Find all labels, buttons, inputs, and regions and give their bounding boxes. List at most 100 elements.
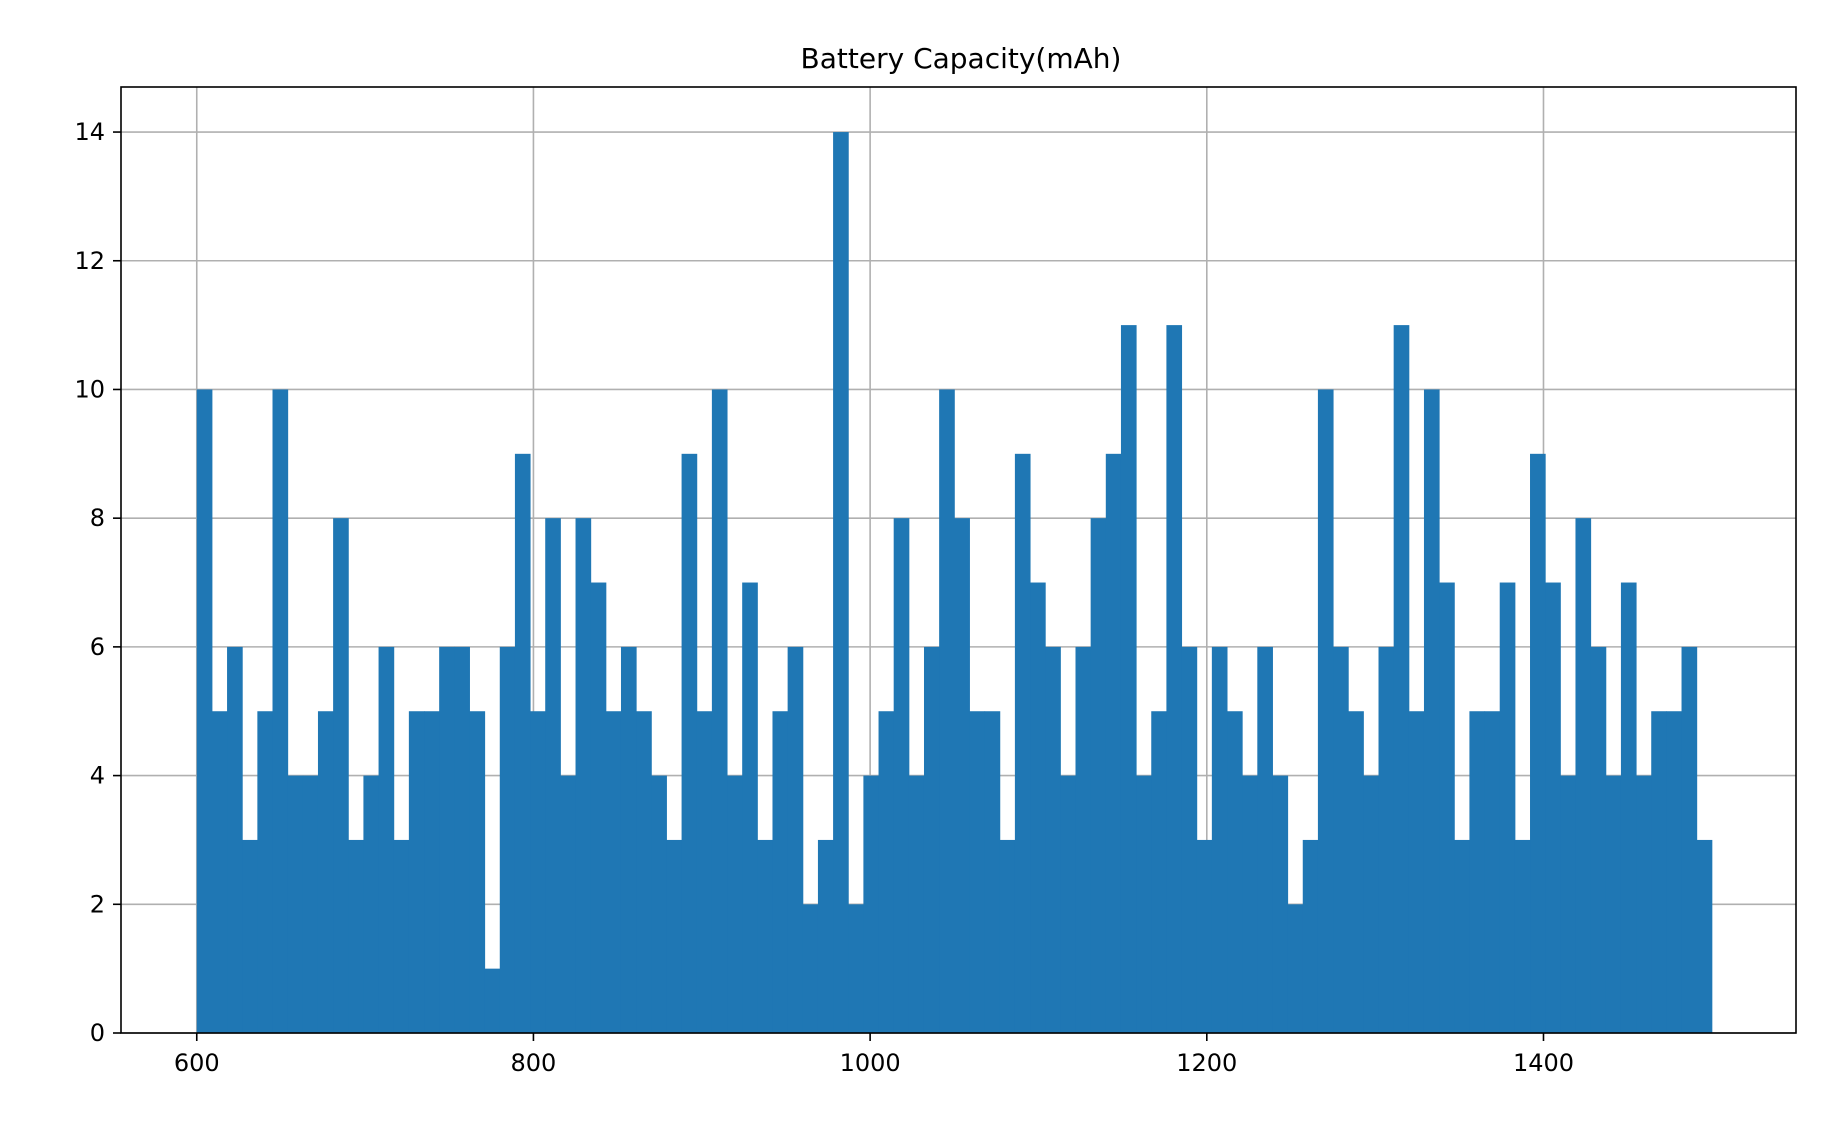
histogram-bar-65 — [1181, 646, 1198, 1033]
histogram-bar-57 — [1060, 775, 1076, 1033]
x-tick-label-4: 1400 — [1513, 1049, 1574, 1077]
histogram-bar-35 — [727, 775, 743, 1033]
histogram-bar-41 — [817, 839, 834, 1033]
histogram-bar-16 — [439, 646, 455, 1033]
histogram-bar-44 — [863, 775, 880, 1033]
y-tick-label-5: 10 — [74, 375, 105, 403]
histogram-bar-4 — [257, 711, 274, 1033]
histogram-bar-68 — [1227, 711, 1243, 1033]
histogram-bar-10 — [348, 839, 364, 1033]
histogram-bar-72 — [1287, 904, 1304, 1033]
histogram-bar-88 — [1530, 453, 1546, 1034]
x-tick-label-1: 800 — [511, 1049, 557, 1077]
histogram-bar-14 — [408, 711, 425, 1033]
histogram-bar-22 — [530, 711, 546, 1033]
histogram-bar-59 — [1090, 518, 1107, 1033]
histogram-bar-91 — [1575, 518, 1592, 1033]
histogram-bar-11 — [363, 775, 380, 1033]
histogram-bar-15 — [424, 711, 440, 1033]
histogram-bar-39 — [787, 646, 804, 1033]
histogram-bar-42 — [833, 132, 849, 1034]
x-tick-label-0: 600 — [174, 1049, 220, 1077]
histogram-bar-52 — [984, 711, 1001, 1033]
histogram-bar-60 — [1105, 453, 1122, 1034]
y-tick-label-0: 0 — [90, 1019, 105, 1047]
histogram-bar-67 — [1211, 646, 1228, 1033]
histogram-bar-73 — [1302, 839, 1319, 1033]
histogram-bar-89 — [1545, 582, 1561, 1033]
histogram-bar-51 — [969, 711, 986, 1033]
histogram-bar-25 — [575, 518, 592, 1033]
histogram-bar-26 — [590, 582, 607, 1033]
histogram-bar-18 — [469, 711, 486, 1033]
histogram-bar-70 — [1257, 646, 1273, 1033]
histogram-bar-87 — [1514, 839, 1531, 1033]
x-tick-label-2: 1000 — [840, 1049, 901, 1077]
x-axis-ticks: 600 800 1000 1200 1400 — [174, 1033, 1574, 1077]
histogram-bar-48 — [923, 646, 940, 1033]
histogram-bar-98 — [1681, 646, 1698, 1033]
histogram-bar-34 — [711, 389, 728, 1033]
y-tick-label-2: 4 — [90, 762, 105, 790]
histogram-bar-96 — [1651, 711, 1667, 1033]
histogram-bar-0 — [196, 389, 213, 1033]
histogram-bar-20 — [499, 646, 516, 1033]
histogram-bar-31 — [666, 839, 683, 1033]
histogram-bar-62 — [1136, 775, 1152, 1033]
histogram-bar-33 — [696, 711, 713, 1033]
histogram-bar-55 — [1030, 582, 1046, 1033]
histogram-bar-5 — [272, 389, 289, 1033]
histogram-bar-17 — [454, 646, 470, 1033]
histogram-bar-92 — [1590, 646, 1607, 1033]
histogram-bar-28 — [620, 646, 637, 1033]
histogram-bar-66 — [1196, 839, 1213, 1033]
histogram-bar-13 — [393, 839, 410, 1033]
histogram-bar-95 — [1636, 775, 1652, 1033]
histogram-bar-9 — [333, 518, 349, 1033]
histogram-bar-69 — [1242, 775, 1258, 1033]
bars-layer — [196, 132, 1713, 1034]
chart-title: Battery Capacity(mAh) — [801, 42, 1122, 75]
y-axis-ticks: 0 2 4 6 8 10 12 14 — [74, 118, 121, 1047]
histogram-bar-86 — [1499, 582, 1516, 1033]
histogram-bar-24 — [560, 775, 577, 1033]
histogram-bar-64 — [1166, 325, 1183, 1033]
x-tick-label-3: 1200 — [1176, 1049, 1237, 1077]
histogram-bar-85 — [1484, 711, 1501, 1033]
histogram-bar-21 — [514, 453, 531, 1034]
histogram-bar-7 — [302, 775, 319, 1033]
histogram-bar-2 — [227, 646, 243, 1033]
histogram-bar-53 — [999, 839, 1016, 1033]
histogram-bar-99 — [1696, 839, 1713, 1033]
histogram-bar-40 — [802, 904, 819, 1033]
histogram-bar-75 — [1333, 646, 1349, 1033]
histogram-bar-43 — [848, 904, 864, 1033]
histogram-bar-27 — [605, 711, 622, 1033]
histogram-bar-84 — [1469, 711, 1486, 1033]
histogram-bar-71 — [1272, 775, 1289, 1033]
histogram-bar-1 — [211, 711, 228, 1033]
histogram-bar-80 — [1408, 711, 1425, 1033]
histogram-bar-36 — [742, 582, 758, 1033]
histogram-bar-50 — [954, 518, 970, 1033]
histogram-bar-78 — [1378, 646, 1395, 1033]
plot-frame — [120, 86, 1797, 1034]
histogram-bar-74 — [1317, 389, 1334, 1033]
histogram-bar-94 — [1620, 582, 1637, 1033]
histogram-bar-8 — [317, 711, 334, 1033]
histogram-bar-49 — [939, 389, 955, 1033]
histogram-bar-82 — [1439, 582, 1455, 1033]
histogram-bar-12 — [378, 646, 395, 1033]
histogram-bar-76 — [1348, 711, 1364, 1033]
histogram-bar-29 — [636, 711, 652, 1033]
y-tick-label-6: 12 — [74, 247, 105, 275]
histogram-bar-19 — [484, 968, 501, 1033]
histogram-bar-58 — [1075, 646, 1092, 1033]
y-tick-label-7: 14 — [74, 118, 105, 146]
histogram-bar-45 — [878, 711, 895, 1033]
histogram-bar-93 — [1605, 775, 1622, 1033]
histogram-bar-6 — [287, 775, 304, 1033]
histogram-bar-37 — [757, 839, 773, 1033]
histogram-bar-54 — [1014, 453, 1031, 1034]
